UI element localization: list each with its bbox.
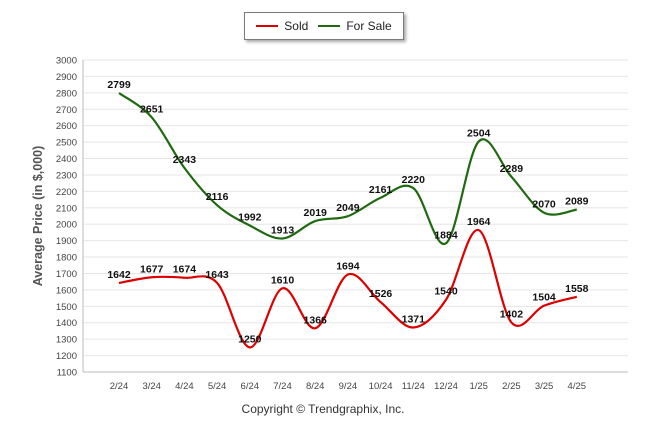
x-tick-label: 4/24 bbox=[175, 381, 194, 392]
x-tick-label: 6/24 bbox=[241, 381, 260, 392]
data-label-sold: 1250 bbox=[238, 333, 262, 345]
legend-swatch-forsale bbox=[318, 25, 341, 27]
x-tick-label: 12/24 bbox=[434, 381, 458, 392]
data-label-sold: 1642 bbox=[107, 269, 131, 281]
y-tick-label: 2800 bbox=[56, 88, 77, 99]
data-label-sold: 1694 bbox=[336, 260, 360, 272]
x-tick-label: 2/25 bbox=[502, 381, 521, 392]
legend-label-sold: Sold bbox=[284, 19, 309, 33]
data-label-for-sale: 2070 bbox=[532, 199, 556, 211]
y-tick-label: 1800 bbox=[56, 253, 77, 264]
x-tick-label: 4/25 bbox=[568, 381, 587, 392]
y-tick-label: 1600 bbox=[56, 285, 77, 296]
data-label-sold: 1677 bbox=[140, 263, 164, 275]
copyright: Copyright © Trendgraphix, Inc. bbox=[241, 402, 405, 416]
y-tick-label: 2700 bbox=[56, 105, 77, 116]
data-label-sold: 1540 bbox=[434, 286, 458, 298]
x-tick-label: 7/24 bbox=[273, 381, 292, 392]
y-tick-label: 2200 bbox=[56, 187, 77, 198]
legend-label-forsale: For Sale bbox=[346, 19, 392, 33]
y-tick-label: 2000 bbox=[56, 220, 77, 231]
x-tick-label: 1/25 bbox=[469, 381, 488, 392]
x-tick-label: 9/24 bbox=[339, 381, 358, 392]
series-line-sold bbox=[118, 229, 578, 349]
x-tick-label: 11/24 bbox=[402, 381, 425, 392]
y-tick-label: 1900 bbox=[56, 236, 77, 247]
y-tick-label: 2500 bbox=[56, 138, 77, 149]
data-label-for-sale: 2289 bbox=[500, 163, 524, 175]
data-label-sold: 1402 bbox=[500, 308, 524, 320]
y-tick-label: 2400 bbox=[56, 154, 77, 165]
data-label-for-sale: 1884 bbox=[434, 229, 458, 241]
data-label-for-sale: 2651 bbox=[140, 103, 164, 115]
legend-swatch-sold bbox=[256, 25, 279, 27]
data-label-sold: 1610 bbox=[271, 274, 295, 286]
data-label-for-sale: 2161 bbox=[369, 184, 393, 196]
data-label-sold: 1504 bbox=[532, 292, 556, 304]
y-tick-label: 2100 bbox=[56, 203, 77, 214]
y-axis-label: Average Price (in $,000) bbox=[31, 145, 45, 287]
y-tick-label: 1400 bbox=[56, 318, 77, 329]
data-label-for-sale: 2089 bbox=[565, 196, 589, 208]
x-tick-label: 5/24 bbox=[208, 381, 227, 392]
legend: Sold For Sale bbox=[244, 12, 404, 40]
data-label-for-sale: 2343 bbox=[173, 154, 197, 166]
y-tick-label: 1300 bbox=[56, 335, 77, 346]
x-tick-label: 3/24 bbox=[142, 381, 161, 392]
data-label-sold: 1964 bbox=[467, 216, 491, 228]
data-label-for-sale: 1913 bbox=[271, 224, 295, 236]
data-label-for-sale: 2504 bbox=[467, 127, 491, 139]
y-tick-label: 1700 bbox=[56, 269, 77, 280]
legend-item-sold: Sold bbox=[256, 19, 308, 33]
data-label-sold: 1366 bbox=[304, 314, 328, 326]
data-label-sold: 1674 bbox=[173, 264, 197, 276]
y-tick-label: 1100 bbox=[57, 368, 77, 379]
data-label-for-sale: 2019 bbox=[304, 207, 328, 219]
y-tick-label: 1500 bbox=[56, 302, 77, 313]
data-label-for-sale: 2116 bbox=[206, 191, 229, 203]
data-label-sold: 1526 bbox=[369, 288, 393, 300]
y-tick-label: 3000 bbox=[56, 56, 77, 67]
x-tick-label: 3/25 bbox=[535, 381, 554, 392]
data-label-sold: 1558 bbox=[565, 283, 589, 295]
x-tick-label: 2/24 bbox=[110, 381, 129, 392]
series-line-for-sale bbox=[118, 92, 578, 245]
data-label-for-sale: 2799 bbox=[107, 79, 131, 91]
x-tick-label: 8/24 bbox=[306, 381, 325, 392]
y-tick-label: 2600 bbox=[56, 121, 77, 132]
data-label-for-sale: 2220 bbox=[402, 174, 426, 186]
legend-item-forsale: For Sale bbox=[318, 19, 392, 33]
data-label-for-sale: 2049 bbox=[336, 202, 360, 214]
y-tick-label: 1200 bbox=[56, 351, 77, 362]
y-tick-label: 2300 bbox=[56, 170, 77, 181]
data-label-sold: 1371 bbox=[402, 313, 426, 325]
data-label-for-sale: 1992 bbox=[238, 212, 262, 224]
y-tick-label: 2900 bbox=[56, 72, 77, 83]
x-tick-label: 10/24 bbox=[369, 381, 393, 392]
data-label-sold: 1643 bbox=[205, 269, 229, 281]
